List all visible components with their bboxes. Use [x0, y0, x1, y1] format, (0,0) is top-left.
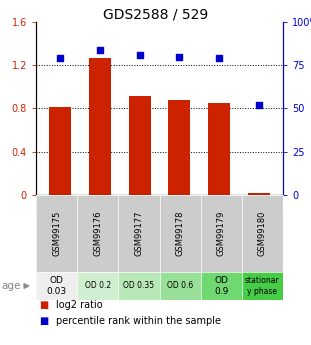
Point — [58, 56, 63, 61]
Text: GSM99177: GSM99177 — [134, 211, 143, 256]
Text: stationar
y phase: stationar y phase — [245, 276, 280, 296]
Text: ■: ■ — [39, 300, 48, 310]
Point — [177, 54, 182, 59]
Text: log2 ratio: log2 ratio — [56, 300, 103, 310]
Text: GSM99176: GSM99176 — [93, 211, 102, 256]
Bar — [129, 96, 151, 195]
Text: OD
0.9: OD 0.9 — [214, 276, 229, 296]
Bar — [169, 100, 190, 195]
Bar — [248, 193, 270, 195]
Text: ■: ■ — [39, 316, 48, 326]
Bar — [208, 103, 230, 195]
Point — [217, 56, 222, 61]
Text: age: age — [2, 281, 21, 291]
Text: GSM99178: GSM99178 — [176, 211, 185, 256]
Point — [137, 52, 142, 58]
Point — [97, 47, 102, 52]
Text: GSM99179: GSM99179 — [217, 211, 226, 256]
Text: GDS2588 / 529: GDS2588 / 529 — [103, 8, 208, 22]
Text: GSM99180: GSM99180 — [258, 211, 267, 256]
Point — [257, 102, 262, 108]
Text: OD 0.6: OD 0.6 — [167, 282, 193, 290]
Text: percentile rank within the sample: percentile rank within the sample — [56, 316, 221, 326]
Text: OD
0.03: OD 0.03 — [47, 276, 67, 296]
Text: OD 0.2: OD 0.2 — [85, 282, 111, 290]
Text: OD 0.35: OD 0.35 — [123, 282, 155, 290]
Bar — [89, 58, 111, 195]
Text: GSM99175: GSM99175 — [52, 211, 61, 256]
Bar — [49, 107, 71, 195]
